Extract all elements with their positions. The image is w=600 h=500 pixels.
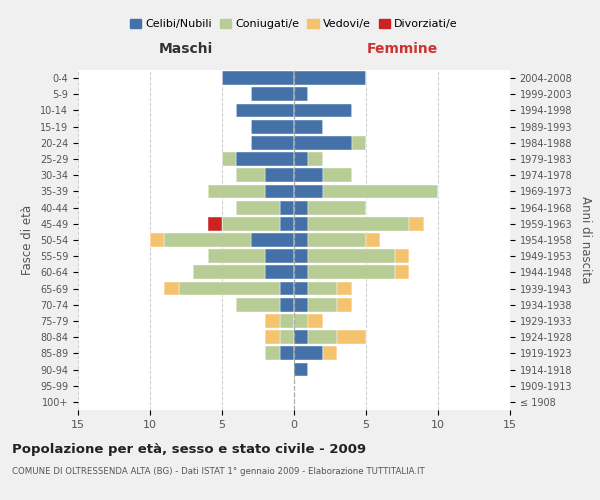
- Bar: [280, 314, 294, 328]
- Bar: [280, 330, 294, 344]
- Bar: [208, 217, 222, 230]
- Bar: [294, 250, 308, 263]
- Bar: [409, 217, 424, 230]
- Bar: [294, 152, 308, 166]
- Bar: [294, 200, 308, 214]
- Bar: [265, 184, 294, 198]
- Text: COMUNE DI OLTRESSENDA ALTA (BG) - Dati ISTAT 1° gennaio 2009 - Elaborazione TUTT: COMUNE DI OLTRESSENDA ALTA (BG) - Dati I…: [12, 468, 425, 476]
- Bar: [366, 233, 380, 247]
- Bar: [308, 217, 409, 230]
- Bar: [236, 200, 280, 214]
- Bar: [265, 168, 294, 182]
- Bar: [308, 233, 366, 247]
- Bar: [236, 298, 280, 312]
- Bar: [222, 217, 280, 230]
- Bar: [308, 266, 395, 280]
- Bar: [308, 200, 366, 214]
- Bar: [395, 266, 409, 280]
- Bar: [337, 330, 366, 344]
- Bar: [193, 266, 265, 280]
- Bar: [179, 282, 280, 296]
- Bar: [164, 233, 251, 247]
- Bar: [294, 120, 323, 134]
- Y-axis label: Anni di nascita: Anni di nascita: [579, 196, 592, 284]
- Bar: [294, 217, 308, 230]
- Bar: [265, 346, 280, 360]
- Text: Femmine: Femmine: [367, 42, 437, 56]
- Bar: [337, 298, 352, 312]
- Bar: [222, 71, 294, 85]
- Bar: [251, 88, 294, 101]
- Bar: [164, 282, 179, 296]
- Bar: [294, 88, 308, 101]
- Y-axis label: Fasce di età: Fasce di età: [22, 205, 34, 275]
- Bar: [265, 314, 280, 328]
- Bar: [280, 298, 294, 312]
- Bar: [265, 250, 294, 263]
- Bar: [294, 298, 308, 312]
- Bar: [280, 200, 294, 214]
- Bar: [294, 71, 366, 85]
- Bar: [294, 136, 352, 149]
- Bar: [323, 184, 438, 198]
- Bar: [294, 282, 308, 296]
- Bar: [208, 250, 265, 263]
- Bar: [308, 314, 323, 328]
- Bar: [294, 168, 323, 182]
- Bar: [294, 266, 308, 280]
- Bar: [251, 136, 294, 149]
- Bar: [395, 250, 409, 263]
- Legend: Celibi/Nubili, Coniugati/e, Vedovi/e, Divorziati/e: Celibi/Nubili, Coniugati/e, Vedovi/e, Di…: [126, 14, 462, 34]
- Bar: [236, 104, 294, 118]
- Bar: [323, 346, 337, 360]
- Bar: [308, 152, 323, 166]
- Bar: [294, 104, 352, 118]
- Bar: [294, 362, 308, 376]
- Bar: [265, 330, 280, 344]
- Bar: [294, 233, 308, 247]
- Bar: [236, 152, 294, 166]
- Text: Popolazione per età, sesso e stato civile - 2009: Popolazione per età, sesso e stato civil…: [12, 442, 366, 456]
- Bar: [265, 266, 294, 280]
- Bar: [251, 120, 294, 134]
- Bar: [251, 233, 294, 247]
- Bar: [308, 282, 337, 296]
- Bar: [294, 314, 308, 328]
- Bar: [294, 184, 323, 198]
- Bar: [294, 346, 323, 360]
- Text: Maschi: Maschi: [159, 42, 213, 56]
- Bar: [294, 330, 308, 344]
- Bar: [280, 217, 294, 230]
- Bar: [280, 346, 294, 360]
- Bar: [280, 282, 294, 296]
- Bar: [323, 168, 352, 182]
- Bar: [236, 168, 265, 182]
- Bar: [308, 250, 395, 263]
- Bar: [337, 282, 352, 296]
- Bar: [308, 298, 337, 312]
- Bar: [208, 184, 265, 198]
- Bar: [352, 136, 366, 149]
- Bar: [308, 330, 337, 344]
- Bar: [222, 152, 236, 166]
- Bar: [150, 233, 164, 247]
